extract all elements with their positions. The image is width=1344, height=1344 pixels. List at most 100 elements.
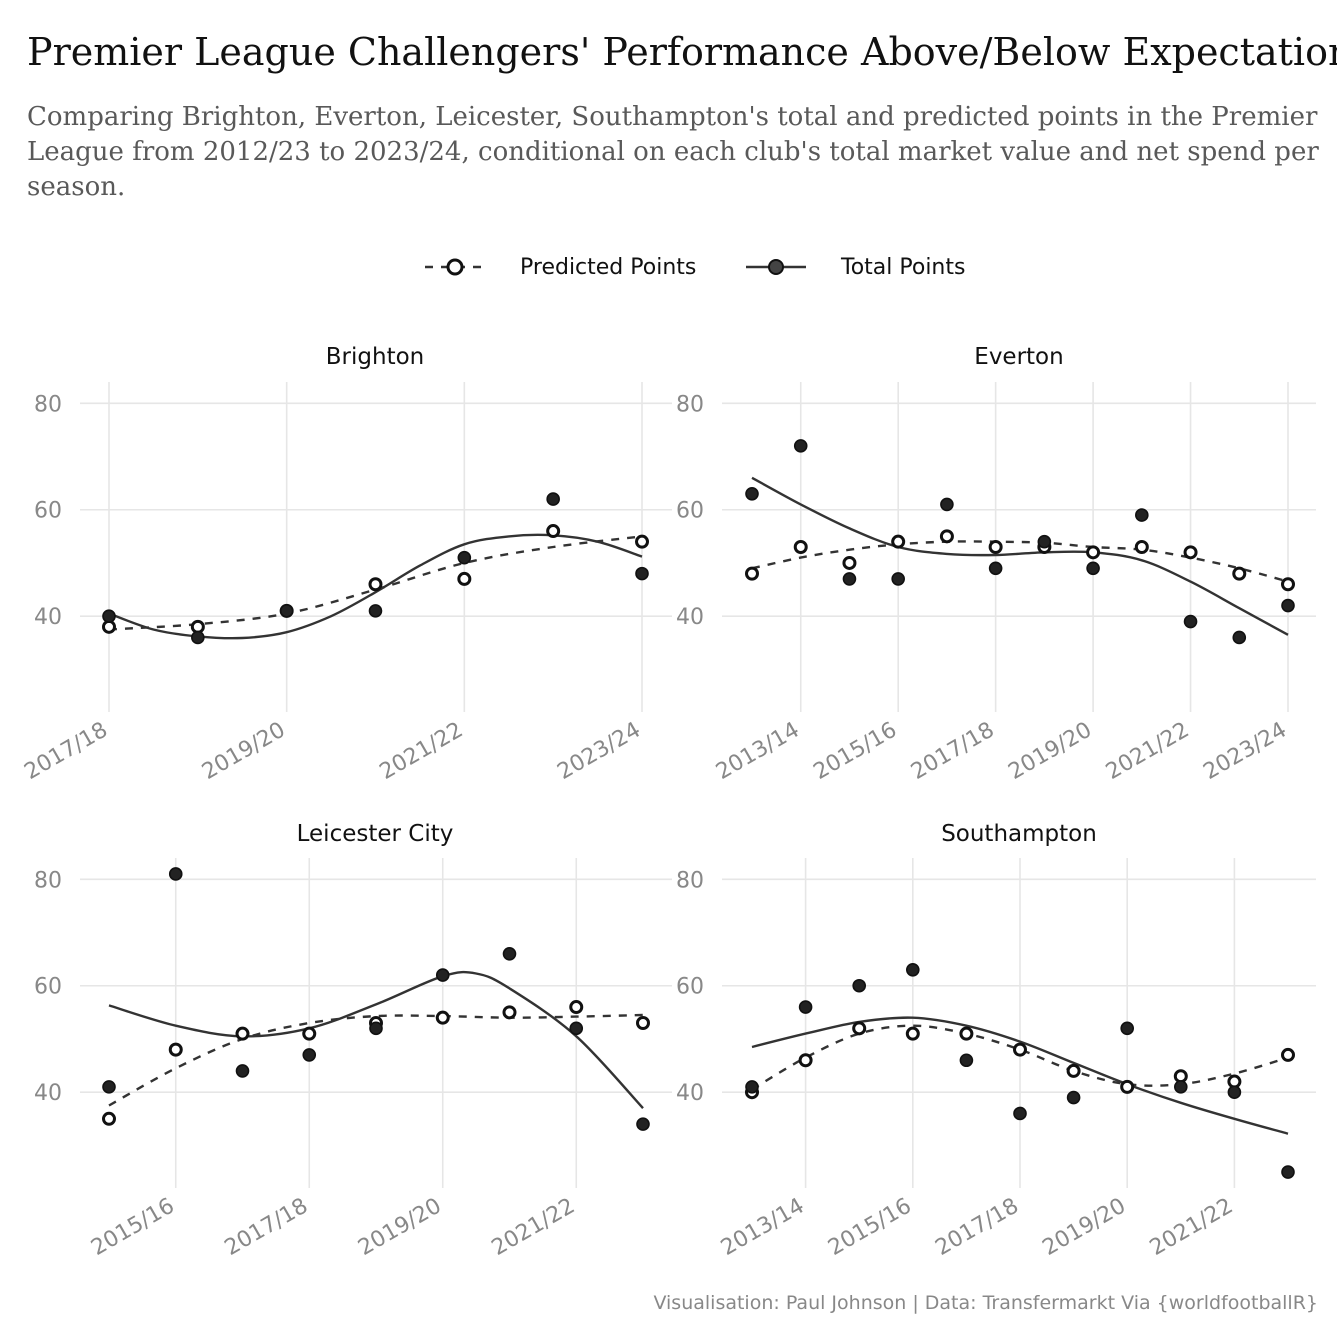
predicted-point [635,534,649,549]
x-tick-label: 2021/22 [1102,718,1194,785]
x-tick-label: 2017/18 [20,718,112,785]
x-tick-label: 2021/22 [1146,1194,1238,1261]
total-point [988,561,1003,576]
predicted-point [235,1026,250,1041]
total-trend-line [108,970,644,1110]
y-tick-label: 40 [34,605,62,630]
total-point [1013,1106,1027,1121]
total-point [1086,561,1100,576]
predicted-point [1120,1079,1135,1094]
total-point [102,609,116,623]
panel-everton: Everton 40 60 80 2013/14 2015/16 2017/18 2019/2… [676,344,1316,785]
total-point [1066,1090,1081,1105]
total-point [1120,1021,1134,1036]
x-tick-label: 2019/20 [1039,1194,1131,1261]
y-tick-label: 60 [34,975,62,1000]
y-tick-label: 80 [34,392,62,417]
total-point [1135,508,1149,522]
total-point [891,572,905,586]
total-point [191,630,205,645]
panel-leicester-city: Leicester City 40 60 80 2015/16 2017/18 2019/2… [34,821,672,1261]
legend-total-label: Total Points [840,255,965,280]
predicted-point [546,524,561,539]
predicted-point [1183,545,1198,560]
predicted-point [1066,1063,1081,1078]
total-point [1281,598,1295,613]
facet-title: Leicester City [297,821,454,847]
total-point [959,1053,974,1068]
subtitle-line-2: League from 2012/23 to 2023/24, conditio… [27,137,1319,167]
predicted-point [435,1010,450,1025]
total-point [369,1021,383,1036]
predicted-point [168,1042,183,1057]
y-tick-label: 60 [676,499,704,524]
x-tick-label: 2019/20 [198,718,290,785]
predicted-point [102,1111,116,1126]
y-tick-label: 60 [676,975,704,1000]
chart-caption: Visualisation: Paul Johnson | Data: Tran… [653,1292,1318,1314]
y-tick-label: 80 [676,868,704,893]
total-point [1183,614,1198,629]
total-point [235,1064,250,1078]
legend-predicted-label: Predicted Points [520,255,696,280]
legend-predicted-point [446,258,464,276]
total-point [302,1048,317,1062]
facet-title: Brighton [326,344,424,370]
predicted-point [988,540,1003,554]
total-point [279,604,294,618]
predicted-point [569,1000,584,1015]
predicted-point [636,1016,650,1030]
total-point [745,486,759,501]
x-tick-label: 2013/14 [717,1194,809,1261]
predicted-trend-line [108,535,643,631]
y-tick-label: 40 [34,1081,62,1106]
chart-subtitle: Comparing Brighton, Everton, Leicester, … [27,100,1344,205]
legend: Predicted Points Total Points [425,255,965,280]
facet-title: Southampton [941,821,1097,847]
total-point [457,550,472,565]
predicted-point [1134,540,1149,554]
x-tick-label: 2019/20 [1004,718,1096,785]
total-point [636,1117,650,1131]
predicted-point [368,577,383,592]
x-tick-label: 2019/20 [354,1194,446,1261]
x-tick-label: 2015/16 [810,718,902,785]
x-tick-label: 2023/24 [1199,718,1291,785]
total-point [546,492,560,506]
x-tick-label: 2021/22 [376,718,468,785]
predicted-point [793,540,808,554]
total-trend-line [751,1016,1289,1135]
total-point [798,1000,813,1014]
total-point [905,962,920,977]
total-point [1281,1165,1295,1179]
x-tick-label: 2017/18 [907,718,999,785]
predicted-point [939,529,954,544]
facet-title: Everton [974,344,1063,370]
x-tick-label: 2015/16 [87,1194,179,1261]
predicted-trend-line [751,540,1289,583]
predicted-point [905,1026,920,1041]
y-tick-label: 40 [676,1081,704,1106]
predicted-point [1232,566,1247,581]
total-point [842,572,857,586]
total-point [168,867,183,881]
predicted-point [1281,1047,1295,1062]
x-tick-label: 2013/14 [712,718,804,785]
total-point [1037,534,1052,549]
total-point [1227,1085,1242,1099]
predicted-point [891,534,906,549]
total-trend-line [751,476,1289,636]
predicted-point [1086,545,1101,560]
predicted-point [798,1053,813,1068]
predicted-trend-line [108,1013,644,1107]
predicted-point [457,571,472,586]
x-tick-label: 2023/24 [553,718,645,785]
panel-brighton: Brighton 40 60 80 2017/18 2019/20 2021/22 2023/… [20,344,672,785]
total-point [569,1021,584,1036]
predicted-point [959,1026,974,1041]
y-tick-label: 60 [34,499,62,524]
total-point [1174,1080,1188,1094]
predicted-point [745,566,759,581]
